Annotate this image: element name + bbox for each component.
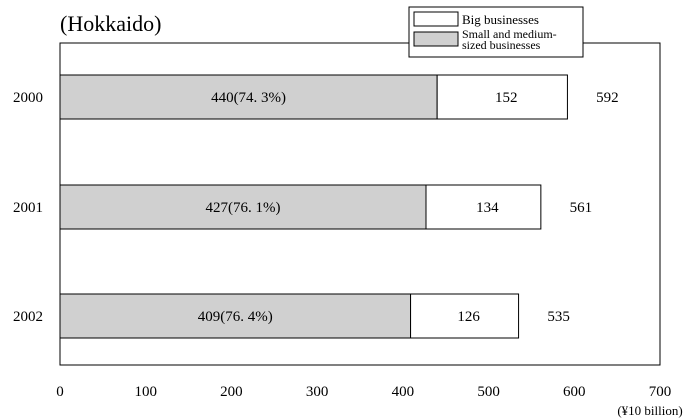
data-label-big-2001: 134 [476,200,499,216]
y-tick-label-2001: 2001 [13,200,43,216]
legend-swatch-small-medium [413,31,459,47]
x-axis-unit-label: (¥10 billion) [617,403,682,418]
data-label-small-medium-2000: 440(74. 3%) [211,90,286,106]
bar-small-medium-2000 [59,74,438,120]
data-label-big-2002: 126 [457,309,480,325]
total-label-2002: 535 [547,309,570,325]
y-tick-label-2002: 2002 [13,309,43,325]
bar-big-2002 [410,293,520,339]
x-tick-label-600: 600 [563,384,586,400]
y-tick-label-2000: 2000 [13,90,43,106]
x-tick-label-0: 0 [56,384,64,400]
data-label-small-medium-2002: 409(76. 4%) [198,309,273,325]
bar-big-2000 [436,74,568,120]
data-label-small-medium-2001: 427(76. 1%) [206,200,281,216]
legend-swatch-big [413,11,459,27]
total-label-2000: 592 [596,90,619,106]
data-label-big-2000: 152 [495,90,518,106]
chart-title: (Hokkaido) [60,11,161,36]
x-tick-label-400: 400 [392,384,415,400]
x-tick-label-300: 300 [306,384,329,400]
x-tick-label-700: 700 [649,384,672,400]
x-tick-label-500: 500 [477,384,500,400]
bar-big-2001 [425,184,542,230]
bar-small-medium-2001 [59,184,427,230]
bar-small-medium-2002 [59,293,412,339]
bars: 440(74. 3%) 152 2000 592 427(76. 1%) 134 2001 5… [13,74,619,339]
x-tick-label-200: 200 [220,384,243,400]
total-label-2001: 561 [570,200,593,216]
x-axis: 0 100 200 300 400 500 600 700 [56,384,671,400]
legend-label-small-medium-line-2: sized businesses [462,38,541,52]
legend-label-small-medium-line-1: Small and medium- [462,27,557,41]
legend-label-big: Big businesses [462,12,539,27]
x-tick-label-100: 100 [134,384,157,400]
